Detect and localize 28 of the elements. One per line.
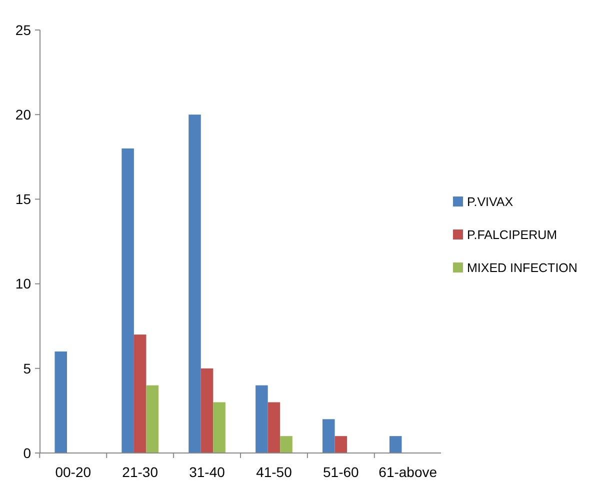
bar [213,402,226,453]
legend-label: P.VIVAX [467,194,514,209]
x-tick-label: 41-50 [256,464,292,480]
y-tick-label: 5 [23,360,32,376]
legend-label: MIXED INFECTION [467,260,578,275]
y-tick-label: 20 [15,106,32,122]
bar [334,436,348,453]
bar [200,368,214,453]
y-tick-label: 10 [15,276,32,292]
x-tick-label: 00-20 [55,464,92,480]
y-tick-label: 15 [15,191,32,208]
bar [256,385,268,453]
bar [188,114,201,453]
bar [146,385,158,453]
bar [280,436,292,453]
y-tick-label: 25 [15,22,32,38]
bar [322,419,335,453]
bar [389,436,402,453]
x-tick-label: 51-60 [323,464,360,480]
y-tick-label: 0 [23,444,32,461]
legend-label: P.FALCIPERUM [467,228,558,242]
bar [268,402,280,453]
bar [122,148,134,453]
x-tick-label: 21-30 [122,464,158,480]
x-tick-label: 61-above [378,464,438,480]
bar [134,334,146,453]
x-tick-label: 31-40 [189,464,226,480]
bar [54,351,67,453]
